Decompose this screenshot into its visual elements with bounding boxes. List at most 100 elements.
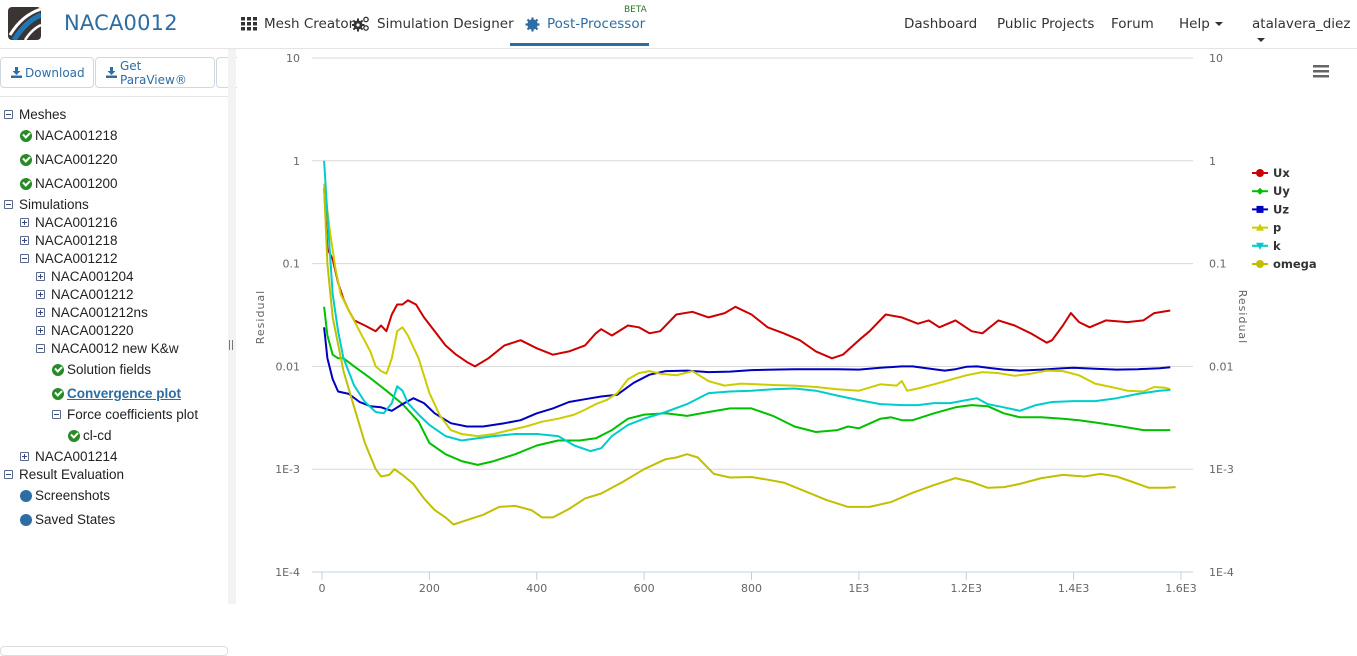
tree-item-label: NACA001212 [51, 287, 134, 302]
user-menu[interactable]: atalavera_diez [1252, 16, 1357, 48]
tab-post-processor[interactable]: Post-Processor [525, 0, 645, 48]
tree-item-label: NACA001220 [51, 323, 134, 338]
sidebar-splitter[interactable] [228, 49, 236, 604]
expand-icon[interactable] [36, 308, 45, 317]
expand-icon[interactable] [20, 218, 29, 227]
app-logo[interactable] [8, 7, 41, 40]
tree-item[interactable]: Solution fields [52, 362, 151, 377]
series-line-omega[interactable] [323, 187, 1176, 526]
expand-icon[interactable] [36, 326, 45, 335]
y-tick-label-left: 1 [293, 155, 300, 168]
download-button[interactable]: Download [0, 57, 94, 88]
tree-item-label: Saved States [35, 512, 116, 527]
y-tick-label-right: 10 [1209, 52, 1223, 65]
tree-item-label: Meshes [19, 107, 67, 122]
y-axis-label-right: Residual [1236, 290, 1249, 344]
tree-item[interactable]: NACA0012 new K&w [36, 341, 179, 356]
series-line-ux[interactable] [323, 187, 1171, 368]
convergence-chart: 10 10 1 1 0.1 0.1 0.01 0.01 1E-3 1E-3 1E-4 1E-4 0 200… [236, 49, 1357, 604]
sidebar-footer-box [0, 646, 228, 656]
y-tick-label-right: 1E-3 [1209, 463, 1234, 476]
download-icon [106, 67, 117, 78]
help-menu[interactable]: Help [1179, 16, 1223, 32]
square-marker-icon [1256, 205, 1264, 213]
tree-item[interactable]: Screenshots [20, 488, 110, 503]
legend-label: k [1273, 239, 1281, 253]
tree-item[interactable]: Convergence plot [52, 386, 181, 401]
series-line-p[interactable] [323, 183, 1171, 438]
collapse-icon[interactable] [4, 110, 13, 119]
legend-item-uz[interactable]: Uz [1252, 202, 1289, 216]
x-tick-label: 400 [526, 582, 547, 595]
tree-item[interactable]: NACA001220 [20, 152, 118, 167]
collapse-icon[interactable] [20, 254, 29, 263]
y-axis-label-left: Residual [254, 290, 267, 344]
series-line-uy[interactable] [323, 306, 1171, 466]
tree-item[interactable]: NACA001214 [20, 449, 118, 464]
divider [0, 96, 228, 97]
x-tick-label: 1.4E3 [1058, 582, 1089, 595]
tree-item-label: NACA001220 [35, 152, 118, 167]
collapse-icon[interactable] [36, 344, 45, 353]
tab-label: Mesh Creator [264, 16, 355, 32]
tree-item-label: Force coefficients plot [67, 407, 199, 422]
tree-item[interactable]: Saved States [20, 512, 115, 527]
expand-icon[interactable] [20, 236, 29, 245]
tree-item[interactable]: NACA001212ns [36, 305, 148, 320]
nav-public-projects[interactable]: Public Projects [997, 16, 1095, 32]
help-label: Help [1179, 16, 1210, 32]
tree-item[interactable]: NACA001218 [20, 128, 118, 143]
tree-item[interactable]: cl-cd [68, 428, 112, 443]
tree-item[interactable]: Meshes [4, 107, 66, 122]
project-title[interactable]: NACA0012 [64, 11, 178, 35]
expand-icon[interactable] [36, 290, 45, 299]
tree-item-label: Result Evaluation [19, 467, 125, 482]
expand-icon[interactable] [20, 452, 29, 461]
tree-item[interactable]: Result Evaluation [4, 467, 124, 482]
legend-label: Uz [1273, 202, 1289, 216]
legend-item-uy[interactable]: Uy [1252, 184, 1290, 198]
y-tick-label-left: 0.01 [276, 360, 301, 373]
check-circle-icon [20, 177, 32, 190]
chart-svg: 10 10 1 1 0.1 0.1 0.01 0.01 1E-3 1E-3 1E-4 1E-4 0 200… [254, 52, 1329, 595]
resize-grip-icon[interactable] [229, 340, 233, 350]
tree-item[interactable]: NACA001204 [36, 269, 134, 284]
tree-item[interactable]: NACA001200 [20, 176, 118, 191]
collapse-icon[interactable] [4, 200, 13, 209]
nav-forum[interactable]: Forum [1111, 16, 1154, 32]
tree-item[interactable]: Force coefficients plot [52, 407, 198, 422]
gear-icon [525, 17, 540, 32]
circle-marker-icon [1256, 169, 1264, 177]
tree-item[interactable]: NACA001212 [36, 287, 134, 302]
expand-icon[interactable] [36, 272, 45, 281]
tree-item[interactable]: NACA001216 [20, 215, 118, 230]
circle-icon [20, 513, 32, 526]
tab-mesh-creator[interactable]: Mesh Creator [241, 0, 354, 48]
legend-item-p[interactable]: p [1252, 221, 1281, 235]
tab-label: Post-Processor [547, 16, 646, 32]
tree-item-label: NACA0012 new K&w [51, 341, 179, 356]
get-paraview-button[interactable]: Get ParaView® [95, 57, 215, 88]
tree-item[interactable]: NACA001212 [20, 251, 118, 266]
legend-item-ux[interactable]: Ux [1252, 166, 1290, 180]
legend-label: p [1273, 221, 1281, 235]
tree-item[interactable]: Simulations [4, 197, 89, 212]
legend-item-k[interactable]: k [1252, 239, 1281, 253]
tree-item[interactable]: NACA001218 [20, 233, 118, 248]
tree-item-label: NACA001200 [35, 176, 118, 191]
x-tick-label: 0 [319, 582, 326, 595]
y-tick-label-left: 10 [286, 52, 300, 65]
series-line-k[interactable] [323, 160, 1171, 453]
tab-simulation-designer[interactable]: Simulation Designer [352, 0, 514, 48]
series-line-uz[interactable] [323, 327, 1171, 428]
tree-item[interactable]: NACA001220 [36, 323, 134, 338]
legend-item-omega[interactable]: omega [1252, 257, 1317, 271]
check-circle-icon [52, 363, 64, 376]
y-tick-label-left: 1E-3 [275, 463, 300, 476]
hamburger-menu-icon[interactable] [1313, 65, 1329, 78]
x-tick-label: 800 [741, 582, 762, 595]
tree-item-label: Solution fields [67, 362, 152, 377]
collapse-icon[interactable] [4, 470, 13, 479]
nav-dashboard[interactable]: Dashboard [904, 16, 978, 32]
collapse-icon[interactable] [52, 410, 61, 419]
